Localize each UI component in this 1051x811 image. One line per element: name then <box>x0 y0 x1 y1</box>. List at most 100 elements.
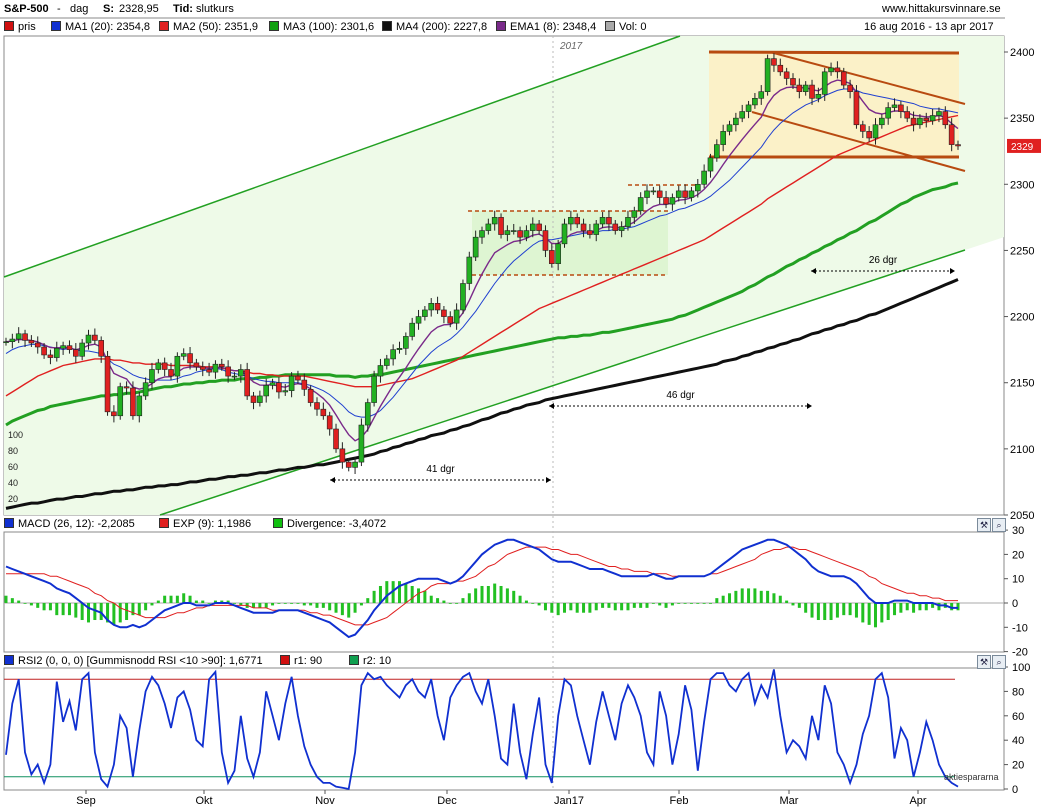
candle-body <box>726 124 733 132</box>
candle-body <box>650 190 657 193</box>
candle-body <box>904 111 911 119</box>
candle-body <box>802 84 809 92</box>
divergence-bar <box>759 590 763 603</box>
zoom-icon[interactable]: ⌕ <box>992 518 1006 532</box>
legend-item-macd: MACD (26, 12): -2,2085 <box>4 518 135 530</box>
tid-label: Tid: <box>173 3 193 15</box>
candle-body <box>377 365 384 377</box>
candle-body <box>231 375 238 378</box>
candle-body <box>587 230 593 235</box>
divergence-bar <box>10 598 14 603</box>
candle-body <box>815 94 822 99</box>
candle-body <box>510 230 517 232</box>
candle-body <box>282 390 289 393</box>
divergence-bar <box>29 603 33 606</box>
wrench-icon[interactable]: ⚒ <box>977 655 991 669</box>
candle-body <box>752 98 758 106</box>
candle-body <box>453 309 460 324</box>
divergence-bar <box>99 603 103 621</box>
candle-body <box>130 387 136 417</box>
s-value: 2328,95 <box>119 3 159 15</box>
divergence-bar <box>137 603 141 616</box>
candle-body <box>688 190 695 198</box>
wedge-lower-line <box>751 111 966 172</box>
legend-swatch <box>159 518 169 528</box>
ma100-line <box>5 181 959 427</box>
wrench-icon[interactable]: ⚒ <box>977 518 991 532</box>
divergence-bar <box>601 603 605 608</box>
candle-body <box>123 386 130 389</box>
candle-body <box>409 322 415 337</box>
candle-body <box>206 369 212 373</box>
divergence-bar <box>512 590 516 603</box>
candle-body <box>618 226 625 231</box>
candle-body <box>142 382 149 397</box>
legend-item-ma2: MA2 (50): 2351,9 <box>159 21 258 33</box>
divergence-bar <box>493 583 497 603</box>
zoom-icon[interactable]: ⌕ <box>992 655 1006 669</box>
divergence-bar <box>467 593 471 603</box>
divergence-bar <box>23 603 27 604</box>
divergence-bar <box>715 598 719 603</box>
candle-body <box>53 348 60 358</box>
legend-swatch <box>382 21 392 31</box>
candle-body <box>936 111 942 116</box>
y-tick-label: 2150 <box>1010 378 1034 390</box>
candle-body <box>491 217 498 225</box>
main-oscillator-tick: 60 <box>8 462 18 472</box>
candle-body <box>104 355 111 413</box>
candle-body <box>733 117 739 126</box>
candle-body <box>85 334 92 344</box>
divergence-bar <box>4 595 8 603</box>
candle-body <box>859 124 866 132</box>
divergence-bar <box>835 603 839 618</box>
candle-body <box>517 230 523 238</box>
divergence-bar <box>594 603 598 611</box>
divergence-bar <box>499 585 503 603</box>
candle-body <box>694 183 701 192</box>
divergence-bar <box>429 595 433 603</box>
rsi-y-tick-label: 80 <box>1012 686 1024 698</box>
candle-body <box>612 223 619 231</box>
candle-body <box>701 170 707 185</box>
rsi-y-tick-label: 40 <box>1012 735 1024 747</box>
divergence-bar <box>778 595 782 603</box>
site-label: www.hittakursvinnare.se <box>882 3 1001 15</box>
candle-body <box>47 354 54 358</box>
divergence-bar <box>918 603 922 611</box>
divergence-bar <box>232 603 236 604</box>
divergence-bar <box>144 603 148 611</box>
candle-body <box>872 124 879 139</box>
candle-body <box>295 375 301 381</box>
candle-body <box>574 217 581 225</box>
divergence-bar <box>213 600 217 603</box>
divergence-bar <box>613 603 617 611</box>
macd-legend: MACD (26, 12): -2,2085 EXP (9): 1,1986 D… <box>4 517 1004 531</box>
span-41-label: 41 dgr <box>426 464 455 475</box>
candle-body <box>352 461 358 468</box>
divergence-bar <box>156 600 160 603</box>
divergence-bar <box>436 598 440 603</box>
divergence-bar <box>455 603 459 604</box>
ma20-line <box>5 88 959 418</box>
divergence-bar <box>823 603 827 621</box>
y-tick-label: 2050 <box>1010 510 1034 522</box>
divergence-bar <box>696 603 700 604</box>
candle-body <box>276 382 282 393</box>
candle-body <box>415 316 422 324</box>
divergence-bar <box>315 603 319 608</box>
candle-body <box>422 309 428 317</box>
divergence-bar <box>708 603 712 604</box>
divergence-bar <box>321 603 325 608</box>
divergence-bar <box>524 600 528 603</box>
divergence-bar <box>861 603 865 623</box>
divergence-bar <box>569 603 573 611</box>
span-26-arrow-left <box>811 268 816 274</box>
candle-body <box>180 353 187 357</box>
divergence-bar <box>80 603 84 621</box>
candle-body <box>529 223 536 231</box>
candle-body <box>656 190 663 198</box>
rsi-y-tick-label: 20 <box>1012 760 1024 772</box>
divergence-bar <box>271 603 275 606</box>
candle-body <box>149 369 155 384</box>
